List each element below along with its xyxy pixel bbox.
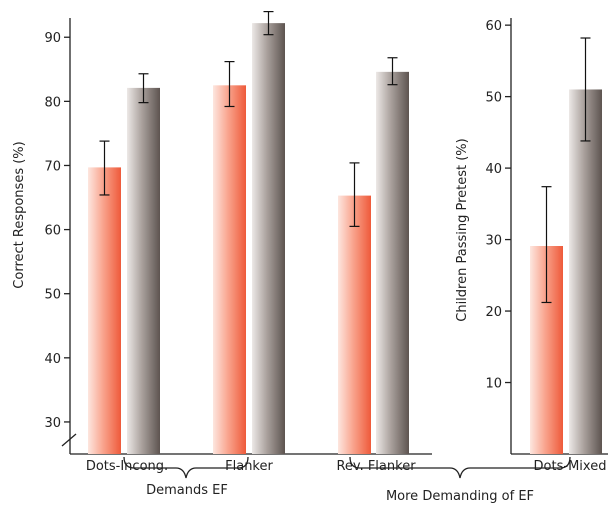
right-y-axis-title: Children Passing Pretest (%): [455, 138, 470, 322]
y-tick-label: 80: [44, 95, 61, 110]
bar: [252, 23, 285, 454]
axis-break-mark: [61, 433, 77, 447]
y-tick-label: 50: [44, 288, 61, 303]
y-tick-label: 60: [44, 224, 61, 239]
bar: [376, 71, 409, 454]
right-panel: 10 20 30 40 50 60 Children Passing Pretest (%…: [455, 18, 608, 474]
left-bars: [88, 10, 409, 455]
right-y-ticks: 10 20 30 40 50 60: [485, 19, 511, 392]
y-tick-label: 20: [485, 305, 502, 320]
brace-demands-ef: Demands EF: [123, 456, 249, 498]
left-y-axis-title: Correct Responses (%): [12, 141, 27, 288]
category-label: Dots-Mixed: [534, 459, 607, 474]
y-tick-label: 40: [485, 162, 502, 177]
category-label: Flanker: [225, 459, 273, 474]
y-tick-label: 40: [44, 352, 61, 367]
left-y-ticks: 30 40 50 60 70 80 90: [44, 31, 70, 431]
y-tick-label: 90: [44, 31, 61, 46]
bar: [127, 87, 160, 454]
bar: [88, 167, 121, 455]
right-bars: [530, 37, 602, 455]
y-tick-label: 30: [44, 416, 61, 431]
y-tick-label: 30: [485, 234, 502, 249]
y-tick-label: 70: [44, 159, 61, 174]
y-tick-label: 10: [485, 377, 502, 392]
right-category-labels: Dots-Mixed: [534, 459, 607, 474]
demands-ef-label: Demands EF: [146, 483, 228, 498]
bar: [338, 195, 371, 454]
y-tick-label: 60: [485, 19, 502, 34]
more-demanding-label: More Demanding of EF: [386, 489, 534, 504]
bar: [569, 89, 602, 455]
brace-more-demanding: More Demanding of EF: [349, 456, 571, 504]
category-label: Rev. Flanker: [336, 459, 416, 474]
bar: [213, 85, 246, 454]
y-tick-label: 50: [485, 91, 502, 106]
left-category-labels: Dots-Incong. Flanker Rev. Flanker: [86, 459, 416, 474]
